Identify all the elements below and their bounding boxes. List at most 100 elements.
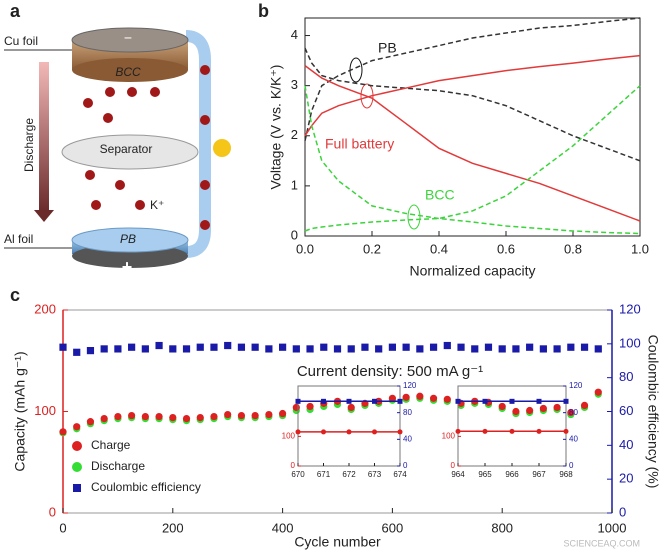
marker bbox=[59, 343, 67, 351]
y-axis-title: Capacity (mAh g⁻¹) bbox=[12, 351, 28, 471]
electrode bbox=[71, 227, 189, 253]
marker bbox=[141, 345, 149, 353]
arrow bbox=[34, 210, 54, 222]
marker bbox=[526, 343, 534, 351]
marker bbox=[416, 392, 424, 400]
marker bbox=[402, 393, 410, 401]
marker bbox=[128, 343, 136, 351]
y-tick-label: 3 bbox=[291, 77, 298, 92]
electrode-label: BCC bbox=[115, 65, 141, 79]
x-tick-label: 670 bbox=[291, 470, 305, 479]
marker bbox=[563, 428, 569, 434]
x-tick-label: 0.4 bbox=[430, 241, 448, 256]
marker bbox=[100, 345, 108, 353]
x-tick-label: 964 bbox=[451, 470, 465, 479]
x-tick-label: 966 bbox=[505, 470, 519, 479]
marker bbox=[155, 412, 163, 421]
y-tick-label: 100 bbox=[282, 431, 296, 440]
series-line bbox=[304, 54, 641, 137]
arrow bbox=[39, 62, 49, 212]
marker bbox=[347, 345, 355, 353]
marker bbox=[196, 343, 204, 351]
ions bbox=[83, 87, 160, 210]
foil-label: Cu foil bbox=[4, 34, 38, 48]
marker bbox=[509, 428, 515, 434]
x-tick-label: 0.6 bbox=[497, 241, 515, 256]
plot-frame bbox=[304, 17, 641, 237]
annotation: Current density: 500 mA g⁻¹ bbox=[297, 363, 483, 380]
marker bbox=[567, 343, 575, 351]
marker bbox=[73, 348, 81, 356]
marker bbox=[128, 411, 136, 420]
marker bbox=[169, 345, 177, 353]
marker bbox=[182, 345, 191, 353]
marker bbox=[346, 429, 352, 435]
series-line bbox=[304, 47, 641, 162]
x-tick-label: 1.0 bbox=[631, 241, 649, 256]
marker bbox=[224, 341, 232, 350]
x-tick-label: 400 bbox=[272, 520, 294, 535]
annotation: Full battery bbox=[325, 136, 394, 152]
marker bbox=[210, 412, 218, 421]
marker bbox=[539, 404, 547, 413]
marker bbox=[567, 408, 575, 417]
marker bbox=[73, 423, 81, 431]
marker bbox=[155, 341, 163, 350]
electron bbox=[200, 65, 210, 75]
marker bbox=[563, 398, 569, 404]
separator bbox=[61, 134, 199, 170]
series-line bbox=[304, 17, 641, 141]
marker bbox=[86, 418, 95, 426]
y2-tick-label: 40 bbox=[569, 434, 578, 443]
marker bbox=[416, 345, 424, 353]
marker bbox=[498, 402, 506, 411]
marker bbox=[237, 343, 246, 351]
marker bbox=[455, 428, 461, 434]
marker bbox=[536, 398, 542, 404]
arrow-label: Discharge bbox=[22, 118, 36, 172]
x-tick-label: 1000 bbox=[598, 520, 627, 535]
series-line bbox=[304, 85, 641, 235]
marker bbox=[237, 411, 246, 420]
foil-label: Al foil bbox=[4, 232, 33, 246]
electrode-label: PB bbox=[120, 232, 136, 246]
y-tick-label: 1 bbox=[291, 177, 298, 192]
wire bbox=[185, 30, 211, 258]
x-tick-label: 0 bbox=[59, 520, 66, 535]
x-tick-label: 671 bbox=[317, 470, 331, 479]
y2-tick-label: 100 bbox=[619, 335, 641, 350]
marker bbox=[114, 412, 122, 421]
marker bbox=[361, 343, 369, 351]
y2-tick-label: 120 bbox=[619, 301, 641, 316]
marker bbox=[292, 403, 300, 412]
electron bbox=[200, 180, 210, 190]
legend-swatch bbox=[73, 484, 81, 492]
legend-label: Coulombic efficiency bbox=[91, 480, 201, 494]
bulb bbox=[213, 139, 231, 157]
y-tick-label: 0 bbox=[451, 461, 456, 470]
schematic: − BCC Cu foil Discharge Separator K⁺ PB … bbox=[4, 27, 231, 277]
marker bbox=[512, 407, 520, 416]
marker bbox=[372, 429, 377, 435]
marker bbox=[539, 345, 547, 353]
x-tick-label: 967 bbox=[532, 470, 546, 479]
annotation-ring bbox=[407, 204, 421, 230]
marker bbox=[512, 345, 520, 353]
foil bbox=[71, 27, 189, 53]
marker bbox=[484, 343, 493, 351]
y2-tick-label: 0 bbox=[403, 461, 408, 470]
marker bbox=[388, 394, 396, 402]
marker bbox=[210, 343, 218, 351]
marker bbox=[251, 411, 259, 420]
y2-tick-label: 0 bbox=[569, 461, 574, 470]
marker bbox=[594, 388, 602, 396]
marker bbox=[397, 429, 403, 435]
marker bbox=[86, 347, 95, 355]
sign: − bbox=[124, 30, 132, 46]
y2-tick-label: 0 bbox=[619, 504, 626, 519]
marker bbox=[509, 398, 515, 404]
marker bbox=[59, 428, 67, 436]
marker bbox=[443, 395, 451, 403]
y2-tick-label: 40 bbox=[403, 434, 412, 443]
